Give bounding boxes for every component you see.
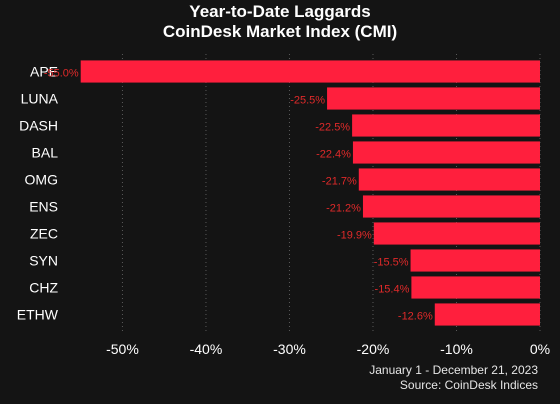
data-label: -25.5% xyxy=(290,95,325,107)
category-label: APE xyxy=(30,64,58,80)
x-tick-label: 0% xyxy=(530,341,550,357)
date-range-note: January 1 - December 21, 2023 xyxy=(369,363,538,377)
data-label: -22.5% xyxy=(315,122,350,134)
source-note: Source: CoinDesk Indices xyxy=(399,378,538,392)
category-label: BAL xyxy=(32,145,59,161)
category-label: ENS xyxy=(29,199,58,215)
data-label: -21.7% xyxy=(322,176,357,188)
x-tick-label: -10% xyxy=(440,341,473,357)
category-label: OMG xyxy=(25,172,58,188)
x-tick-label: -50% xyxy=(106,341,139,357)
category-label: CHZ xyxy=(29,280,58,296)
bar xyxy=(327,87,540,110)
data-label: -55.0% xyxy=(44,68,79,80)
category-label: ZEC xyxy=(30,226,58,242)
x-tick-label: -30% xyxy=(273,341,306,357)
category-label: ETHW xyxy=(17,307,59,323)
bar xyxy=(410,249,540,272)
category-label: SYN xyxy=(29,253,58,269)
data-label: -21.2% xyxy=(326,203,361,215)
bar xyxy=(411,276,540,299)
bar xyxy=(358,168,540,191)
category-label: LUNA xyxy=(21,91,59,107)
data-label: -22.4% xyxy=(316,149,351,161)
bar xyxy=(373,222,540,245)
data-label: -15.5% xyxy=(374,257,409,269)
chart-subtitle: CoinDesk Market Index (CMI) xyxy=(162,22,398,41)
data-label: -19.9% xyxy=(337,230,372,242)
bar xyxy=(352,141,540,164)
bar xyxy=(434,303,540,326)
chart-title: Year-to-Date Laggards xyxy=(189,2,371,21)
bar xyxy=(80,60,540,83)
bar xyxy=(362,195,540,218)
category-label: DASH xyxy=(19,118,58,134)
data-label: -12.6% xyxy=(398,311,433,323)
x-tick-label: -40% xyxy=(190,341,223,357)
data-label: -15.4% xyxy=(375,284,410,296)
bar xyxy=(352,114,540,137)
x-tick-label: -20% xyxy=(357,341,390,357)
